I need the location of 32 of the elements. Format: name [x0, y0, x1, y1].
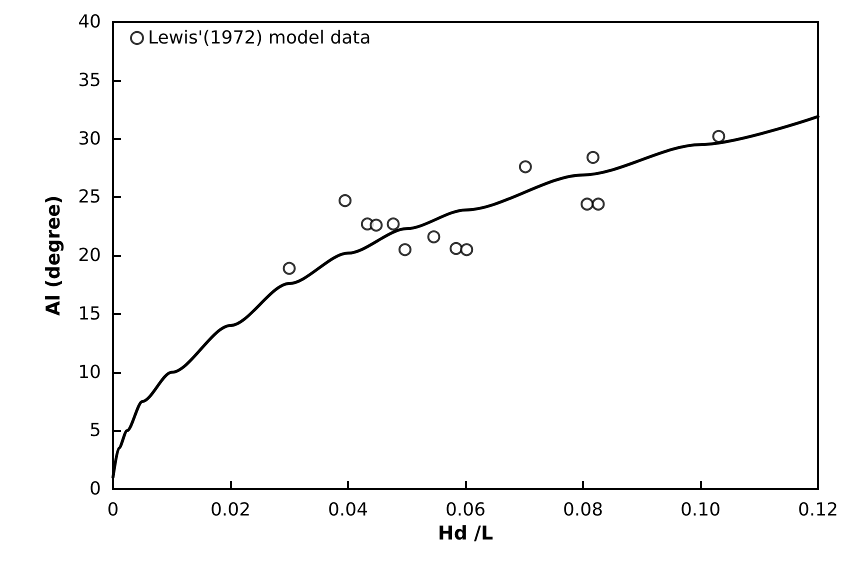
x-tick-label: 0.06 — [445, 500, 486, 520]
x-axis-title: Hd /L — [438, 522, 494, 544]
point — [386, 217, 400, 230]
y-tick-label: 40 — [78, 12, 101, 32]
point — [282, 262, 296, 275]
y-tick-label: 0 — [90, 478, 101, 500]
point — [712, 130, 726, 143]
point — [518, 160, 532, 174]
y-tick-label: 5 — [90, 420, 101, 442]
point — [370, 218, 383, 232]
y-tick-label: 15 — [78, 303, 101, 324]
point — [427, 230, 440, 244]
y-tick-label: 30 — [78, 128, 101, 150]
point — [592, 198, 605, 211]
x-tick-label: 0 — [107, 500, 119, 520]
point — [338, 194, 352, 208]
point — [460, 243, 474, 256]
y-tick-label: 20 — [78, 245, 101, 266]
x-tick-label: 0.12 — [798, 500, 838, 520]
point — [580, 198, 594, 211]
x-tick-label: 0.04 — [328, 500, 368, 520]
y-tick-label: 25 — [78, 186, 101, 208]
x-tick-label: 0.08 — [562, 500, 604, 520]
point — [586, 150, 600, 164]
legend-label: Lewis'(1972) model data — [148, 28, 371, 48]
x-tick-label: 0.02 — [210, 500, 251, 520]
y-tick-label: 10 — [78, 362, 101, 383]
x-tick-label: 0.10 — [680, 500, 721, 520]
y-axis-title: Al (degree) — [42, 195, 64, 316]
point — [450, 242, 463, 255]
y-tick-label: 35 — [78, 70, 101, 91]
point — [398, 243, 412, 256]
